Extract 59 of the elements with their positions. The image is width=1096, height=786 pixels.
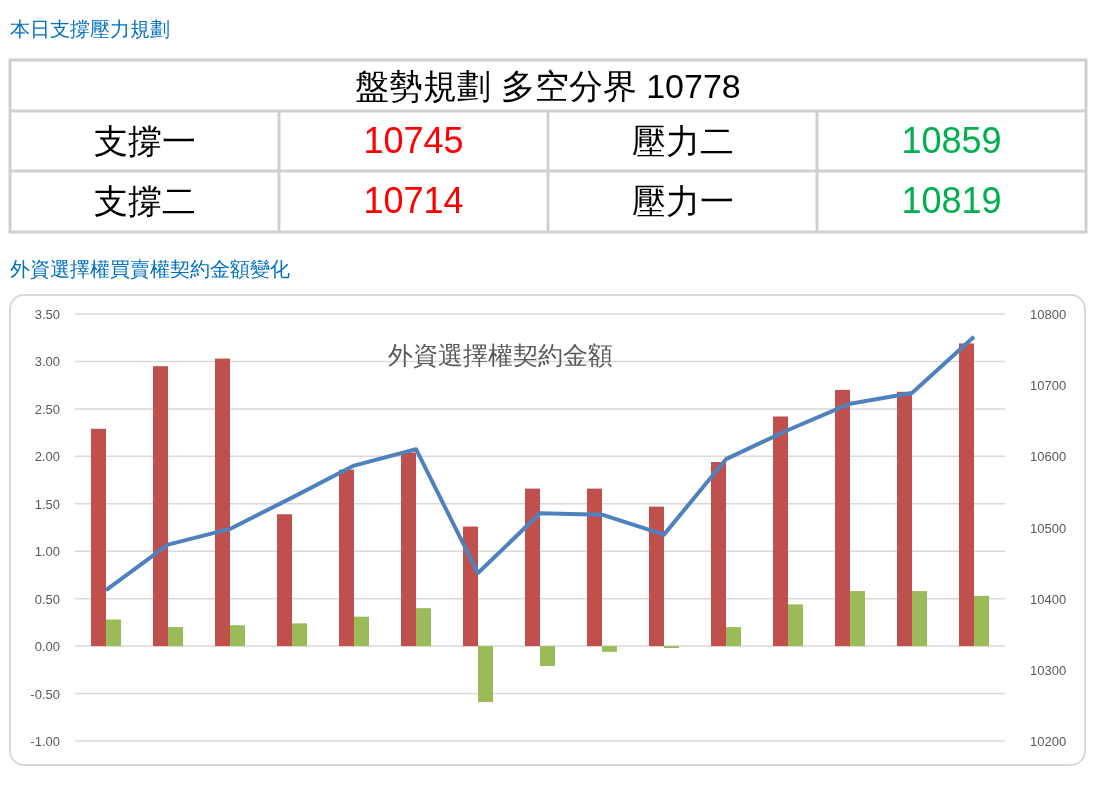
- bar: [835, 389, 850, 647]
- bar: [292, 623, 307, 647]
- bar: [788, 604, 803, 647]
- y2-tick-label: 10500: [1030, 520, 1067, 536]
- y2-tick-label: 10800: [1030, 307, 1067, 322]
- y2-tick-label: 10700: [1030, 378, 1067, 394]
- bar: [773, 416, 788, 647]
- bar: [215, 358, 230, 647]
- bar: [959, 343, 974, 647]
- bar: [354, 616, 369, 647]
- bar: [230, 625, 245, 647]
- data-label: 10714: [363, 180, 464, 221]
- y2-tick-label: 10600: [1030, 449, 1067, 465]
- category-label: 支撐二: [93, 182, 196, 220]
- text: 本日支撐壓力規劃: [10, 18, 170, 40]
- y-tick-label: 2.00: [34, 449, 60, 465]
- bar: [912, 591, 927, 647]
- bar: [478, 646, 493, 703]
- bar: [277, 514, 292, 647]
- bar: [168, 627, 183, 647]
- y-tick-label: 0.50: [34, 591, 60, 607]
- category-label: 壓力二: [631, 122, 734, 160]
- text: 盤勢規劃 多空分界 10778: [355, 67, 741, 105]
- text: 外資選擇權契約金額: [387, 341, 613, 369]
- data-label: 10859: [901, 120, 1002, 161]
- bar: [726, 627, 741, 647]
- data-label: 10819: [901, 180, 1002, 221]
- y-tick-label: 1.00: [34, 544, 60, 560]
- data-label: 10745: [363, 120, 464, 161]
- bar: [711, 462, 726, 647]
- y2-tick-label: 10200: [1030, 734, 1067, 749]
- bar: [106, 619, 121, 647]
- category-label: 支撐一: [93, 122, 196, 160]
- bar: [416, 608, 431, 647]
- y-tick-label: -1.00: [30, 734, 60, 749]
- y-tick-label: 3.50: [34, 307, 60, 322]
- y-tick-label: 3.00: [34, 354, 60, 370]
- bar: [401, 452, 416, 647]
- y-tick-label: 0.00: [34, 639, 60, 655]
- bar: [649, 506, 664, 647]
- chart-title: 外資選擇權買賣權契約金額變化: [10, 258, 290, 280]
- y-tick-label: 1.50: [34, 496, 60, 512]
- bar: [540, 646, 555, 667]
- bar: [339, 469, 354, 647]
- y2-tick-label: 10400: [1030, 591, 1067, 607]
- bar: [897, 391, 912, 647]
- bar: [463, 526, 478, 647]
- bar: [850, 591, 865, 647]
- bar: [153, 366, 168, 647]
- bar: [525, 488, 540, 647]
- bar: [91, 428, 106, 647]
- y-tick-label: -0.50: [30, 686, 60, 702]
- bar: [602, 646, 617, 652]
- bar: [974, 595, 989, 647]
- y-tick-label: 2.50: [34, 401, 60, 417]
- y2-tick-label: 10300: [1030, 662, 1067, 678]
- bar: [587, 488, 602, 647]
- category-label: 壓力一: [631, 182, 734, 220]
- line-series: [104, 334, 976, 593]
